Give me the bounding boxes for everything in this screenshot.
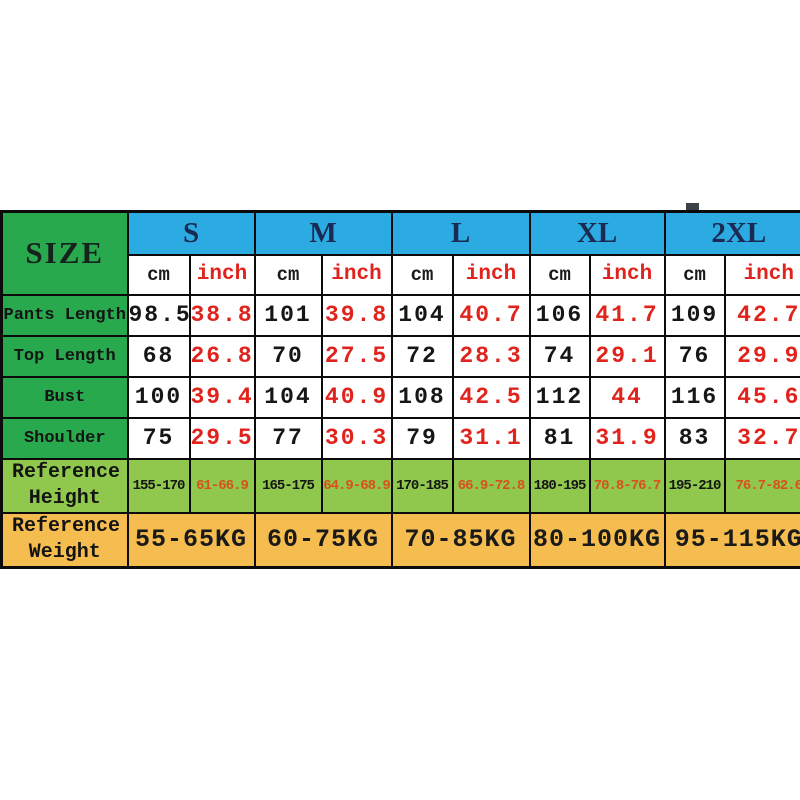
- cell-shoulder-s-inch: 29.5: [188, 416, 256, 460]
- cell-shoulder-m-cm: 77: [253, 416, 323, 460]
- cell-pants-m-cm: 101: [253, 293, 323, 337]
- unit-header-inch: inch: [188, 253, 256, 296]
- reference-weight-label-line1: Reference: [12, 514, 121, 538]
- cell-weight-m: 60-75KG: [253, 511, 393, 569]
- cell-bust-s-inch: 39.4: [188, 375, 256, 419]
- row-pants-length: Pants Length 98.5 38.8 101 39.8 104 40.7…: [0, 293, 800, 337]
- top-edge-artifact: [686, 203, 699, 211]
- cell-height-l-inch: 66.9-72.8: [451, 457, 531, 514]
- cell-pants-xl-cm: 106: [528, 293, 591, 337]
- cell-bust-m-cm: 104: [253, 375, 323, 419]
- row-label-reference-weight: Reference Weight: [0, 511, 129, 569]
- cell-bust-2xl-inch: 45.6: [723, 375, 800, 419]
- size-chart-table: SIZE S M L XL 2XL cm inch cm inch cm inc…: [0, 210, 800, 569]
- cell-height-xl-inch: 70.8-76.7: [588, 457, 666, 514]
- cell-top-s-cm: 68: [126, 334, 191, 378]
- unit-header-row: cm inch cm inch cm inch cm inch cm inch: [2, 253, 800, 296]
- cell-pants-2xl-cm: 109: [663, 293, 726, 337]
- reference-weight-label-line2: Weight: [28, 540, 101, 564]
- cell-height-m-cm: 165-175: [253, 457, 323, 514]
- cell-top-l-cm: 72: [390, 334, 454, 378]
- row-label-reference-height: Reference Height: [0, 457, 129, 514]
- row-label-shoulder: Shoulder: [0, 416, 129, 460]
- cell-weight-s: 55-65KG: [126, 511, 256, 569]
- unit-header-inch: inch: [451, 253, 531, 296]
- row-reference-weight: Reference Weight 55-65KG 60-75KG 70-85KG…: [0, 511, 800, 569]
- cell-height-s-inch: 61-66.9: [188, 457, 256, 514]
- cell-shoulder-s-cm: 75: [126, 416, 191, 460]
- cell-weight-2xl: 95-115KG: [663, 511, 800, 569]
- row-label-bust: Bust: [0, 375, 129, 419]
- cell-pants-2xl-inch: 42.7: [723, 293, 800, 337]
- cell-top-xl-inch: 29.1: [588, 334, 666, 378]
- cell-weight-l: 70-85KG: [390, 511, 531, 569]
- cell-height-2xl-cm: 195-210: [663, 457, 726, 514]
- cell-height-l-cm: 170-185: [390, 457, 454, 514]
- cell-shoulder-l-inch: 31.1: [451, 416, 531, 460]
- row-top-length: Top Length 68 26.8 70 27.5 72 28.3 74 29…: [0, 334, 800, 378]
- row-shoulder: Shoulder 75 29.5 77 30.3 79 31.1 81 31.9…: [0, 416, 800, 460]
- cell-shoulder-2xl-cm: 83: [663, 416, 726, 460]
- cell-top-l-inch: 28.3: [451, 334, 531, 378]
- cell-bust-xl-cm: 112: [528, 375, 591, 419]
- cell-shoulder-xl-cm: 81: [528, 416, 591, 460]
- cell-shoulder-m-inch: 30.3: [320, 416, 393, 460]
- cell-top-xl-cm: 74: [528, 334, 591, 378]
- reference-height-label-line1: Reference: [12, 460, 121, 484]
- cell-pants-m-inch: 39.8: [320, 293, 393, 337]
- cell-height-m-inch: 64.9-68.9: [320, 457, 393, 514]
- cell-height-s-cm: 155-170: [126, 457, 191, 514]
- unit-header-cm: cm: [253, 253, 323, 296]
- row-reference-height: Reference Height 155-170 61-66.9 165-175…: [0, 457, 800, 514]
- cell-bust-l-inch: 42.5: [451, 375, 531, 419]
- unit-header-cm: cm: [390, 253, 454, 296]
- cell-bust-l-cm: 108: [390, 375, 454, 419]
- size-header-m: M: [253, 210, 393, 256]
- unit-header-inch: inch: [588, 253, 666, 296]
- cell-pants-l-cm: 104: [390, 293, 454, 337]
- size-header-l: L: [390, 210, 531, 256]
- cell-top-2xl-inch: 29.9: [723, 334, 800, 378]
- size-header-2xl: 2XL: [663, 210, 800, 256]
- cell-height-2xl-inch: 76.7-82.6: [723, 457, 800, 514]
- cell-bust-s-cm: 100: [126, 375, 191, 419]
- cell-pants-l-inch: 40.7: [451, 293, 531, 337]
- cell-top-2xl-cm: 76: [663, 334, 726, 378]
- row-label-top-length: Top Length: [0, 334, 129, 378]
- unit-header-cm: cm: [126, 253, 191, 296]
- row-label-pants-length: Pants Length: [0, 293, 129, 337]
- cell-pants-xl-inch: 41.7: [588, 293, 666, 337]
- cell-top-m-cm: 70: [253, 334, 323, 378]
- row-bust: Bust 100 39.4 104 40.9 108 42.5 112 44 1…: [0, 375, 800, 419]
- cell-top-s-inch: 26.8: [188, 334, 256, 378]
- cell-shoulder-xl-inch: 31.9: [588, 416, 666, 460]
- cell-top-m-inch: 27.5: [320, 334, 393, 378]
- reference-height-label-line2: Height: [28, 486, 101, 510]
- cell-weight-xl: 80-100KG: [528, 511, 666, 569]
- unit-header-cm: cm: [528, 253, 591, 296]
- cell-bust-xl-inch: 44: [588, 375, 666, 419]
- size-header-row: SIZE S M L XL 2XL: [0, 210, 800, 296]
- unit-header-inch: inch: [723, 253, 800, 296]
- size-header-s: S: [126, 210, 256, 256]
- cell-pants-s-inch: 38.8: [188, 293, 256, 337]
- cell-bust-m-inch: 40.9: [320, 375, 393, 419]
- unit-header-cm: cm: [663, 253, 726, 296]
- cell-pants-s-cm: 98.5: [126, 293, 191, 337]
- cell-height-xl-cm: 180-195: [528, 457, 591, 514]
- cell-bust-2xl-cm: 116: [663, 375, 726, 419]
- cell-shoulder-2xl-inch: 32.7: [723, 416, 800, 460]
- cell-shoulder-l-cm: 79: [390, 416, 454, 460]
- size-corner-cell: SIZE: [0, 210, 129, 296]
- size-header-xl: XL: [528, 210, 666, 256]
- unit-header-inch: inch: [320, 253, 393, 296]
